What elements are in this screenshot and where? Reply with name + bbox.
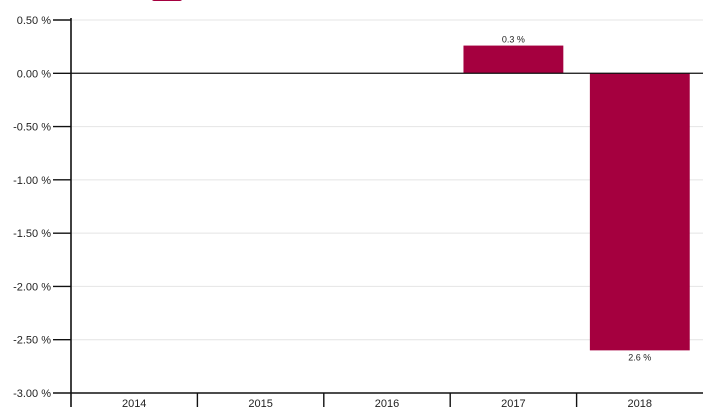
axes bbox=[53, 18, 703, 407]
data-label-2017: 0.3 % bbox=[502, 35, 525, 45]
y-tick-label: -1.00 % bbox=[13, 175, 51, 187]
bars bbox=[463, 45, 690, 351]
y-tick-label: -1.50 % bbox=[13, 228, 51, 240]
y-tick-label: 0.00 % bbox=[17, 68, 51, 80]
bar-2018 bbox=[589, 73, 690, 351]
labels: 0.50 % 0.00 % -0.50 % -1.00 % -1.50 % -2.00 %… bbox=[13, 15, 652, 407]
x-tick-label: 2014 bbox=[122, 398, 146, 407]
y-tick-label: 0.50 % bbox=[17, 15, 51, 27]
bar-2017 bbox=[463, 45, 564, 74]
legend-swatch bbox=[152, 0, 182, 1]
y-tick-label: -3.00 % bbox=[13, 388, 51, 400]
x-tick-label: 2015 bbox=[248, 398, 272, 407]
y-tick-label: -2.00 % bbox=[13, 281, 51, 293]
x-tick-label: 2017 bbox=[501, 398, 525, 407]
y-tick-label: -0.50 % bbox=[13, 122, 51, 134]
data-label-2018: 2.6 % bbox=[628, 352, 651, 362]
x-tick-label: 2016 bbox=[375, 398, 399, 407]
y-tick-label: -2.50 % bbox=[13, 335, 51, 347]
x-tick-label: 2018 bbox=[628, 398, 652, 407]
